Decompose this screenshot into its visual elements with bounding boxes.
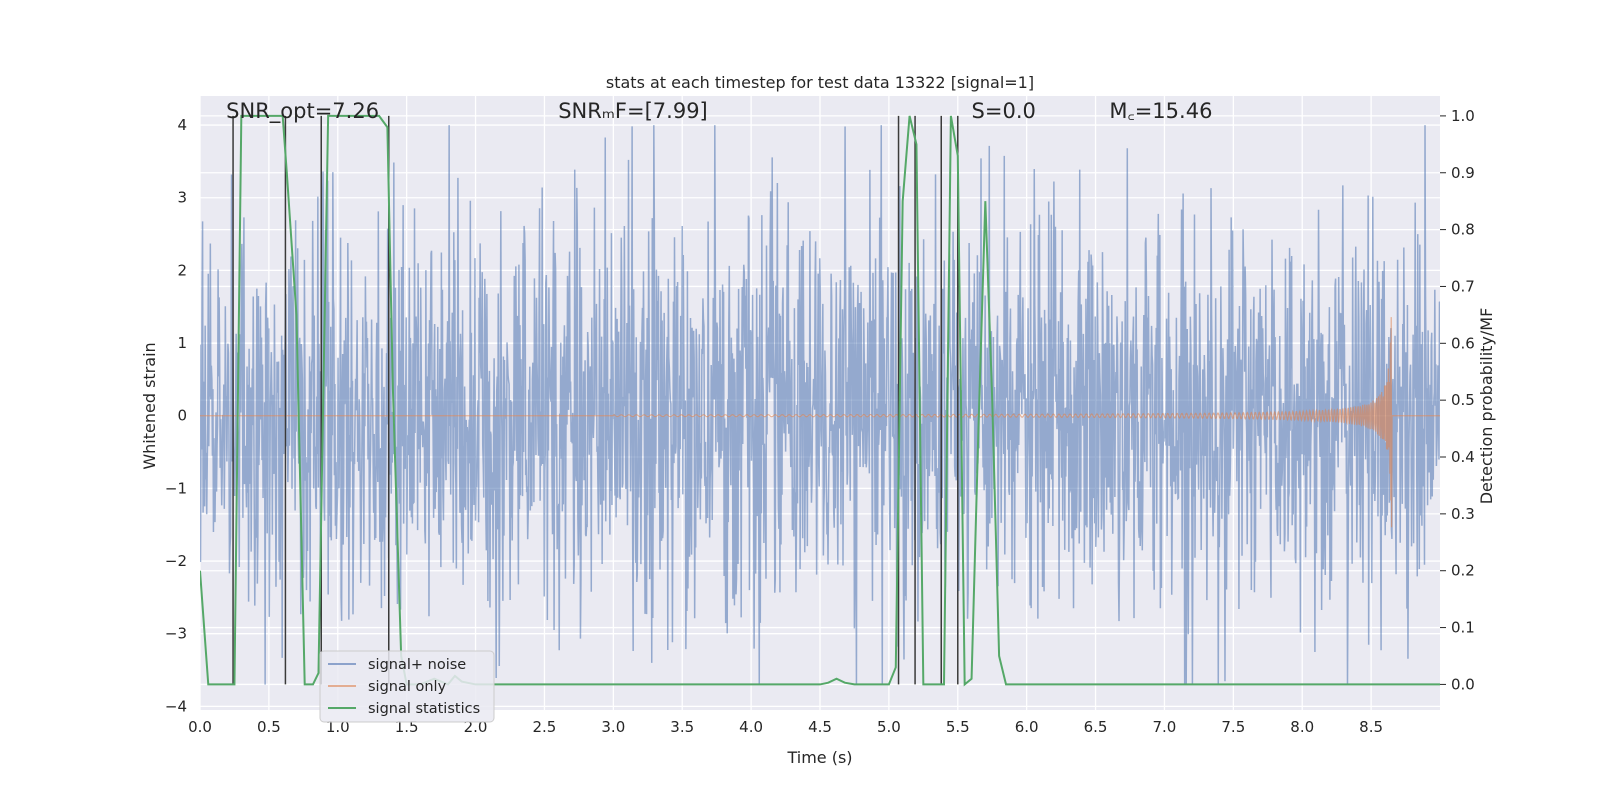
y2-tick-label: 0.5 (1451, 391, 1475, 409)
y2-tick-label: 0.8 (1451, 221, 1475, 239)
y-tick-label: 3 (177, 189, 187, 207)
legend-label-signal-noise: signal+ noise (368, 657, 466, 673)
y-axis-label: Whitened strain (140, 342, 159, 469)
chart-title: stats at each timestep for test data 133… (606, 73, 1034, 92)
y2-tick-label: 1.0 (1451, 107, 1475, 125)
y-tick-label: −1 (165, 479, 187, 497)
x-tick-label: 4.0 (739, 718, 763, 736)
y2-tick-label: 0.4 (1451, 448, 1475, 466)
x-tick-label: 7.5 (1221, 718, 1245, 736)
y2-tick-label: 0.3 (1451, 505, 1475, 523)
annotation-snr-opt: SNR_opt=7.26 (226, 99, 379, 124)
y2-tick-label: 0.9 (1451, 164, 1475, 182)
y2-tick-label: 0.1 (1451, 619, 1475, 637)
series-signal-only-line (200, 317, 1440, 528)
y-axis-ticks: −4 −3 −2 −1 0 1 2 3 4 (165, 116, 187, 715)
y2-tick-label: 0.2 (1451, 562, 1475, 580)
x-tick-label: 7.0 (1153, 718, 1177, 736)
y-tick-label: 1 (177, 334, 187, 352)
x-tick-label: 0.0 (188, 718, 212, 736)
y-tick-label: 4 (177, 116, 187, 134)
x-tick-label: 3.5 (670, 718, 694, 736)
x-tick-label: 8.0 (1290, 718, 1314, 736)
y2-tick-label: 0.6 (1451, 334, 1475, 352)
y2-tick-label: 0.7 (1451, 277, 1475, 295)
x-tick-label: 8.5 (1359, 718, 1383, 736)
y2-tick-label: 0.0 (1451, 675, 1475, 693)
annotation-snr-mf: SNRₘF=[7.99] (558, 99, 708, 123)
x-tick-label: 6.5 (1084, 718, 1108, 736)
y2-axis-ticks: 0.0 0.1 0.2 0.3 0.4 0.5 0.6 0.7 0.8 0.9 1.0 (1440, 107, 1475, 693)
x-tick-label: 4.5 (808, 718, 832, 736)
series-signal-noise-line (200, 125, 1440, 685)
y-tick-label: −2 (165, 552, 187, 570)
x-tick-label: 6.0 (1015, 718, 1039, 736)
legend-box (319, 650, 495, 723)
series-signal-statistics-line (200, 114, 1440, 687)
x-tick-label: 3.0 (601, 718, 625, 736)
y2-axis-label: Detection probability/MF (1477, 308, 1496, 505)
x-tick-label: 5.5 (946, 718, 970, 736)
annotation-s-stat: S=0.0 (972, 99, 1036, 123)
y-tick-label: 0 (177, 407, 187, 425)
x-tick-label: 2.5 (533, 718, 557, 736)
y-tick-label: −4 (165, 697, 187, 715)
y-tick-label: 2 (177, 261, 187, 279)
x-axis-label: Time (s) (786, 748, 852, 767)
legend-label-signal-statistics: signal statistics (368, 701, 480, 717)
x-tick-label: 5.0 (877, 718, 901, 736)
x-tick-label: 0.5 (257, 718, 281, 736)
legend: signal+ noise signal only signal statist… (319, 650, 495, 723)
annotation-chirp-mass: M꜀=15.46 (1109, 99, 1212, 123)
annotations: SNR_opt=7.26 SNRₘF=[7.99] S=0.0 M꜀=15.46 (226, 99, 1212, 124)
y-tick-label: −3 (165, 625, 187, 643)
legend-label-signal-only: signal only (368, 679, 447, 695)
